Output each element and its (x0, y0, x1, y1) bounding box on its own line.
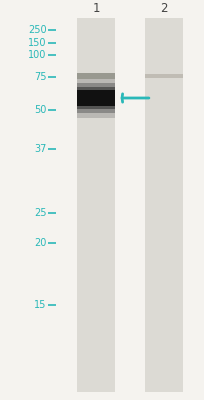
Text: 2: 2 (160, 2, 167, 15)
Text: 1: 1 (92, 2, 100, 15)
Bar (77, 78, 115, 118)
Text: 25: 25 (34, 208, 47, 218)
Text: 50: 50 (34, 105, 47, 115)
Bar (144, 18, 182, 392)
Text: 75: 75 (34, 72, 47, 82)
Text: 37: 37 (34, 144, 47, 154)
Text: 100: 100 (28, 50, 47, 60)
Text: 150: 150 (28, 38, 47, 48)
Bar (77, 87, 115, 109)
Text: 20: 20 (34, 238, 47, 248)
Text: 250: 250 (28, 25, 47, 35)
Bar (144, 74, 182, 78)
Bar (77, 73, 115, 79)
Bar (77, 18, 115, 392)
Bar (77, 83, 115, 113)
Text: 15: 15 (34, 300, 47, 310)
Bar (77, 90, 115, 106)
